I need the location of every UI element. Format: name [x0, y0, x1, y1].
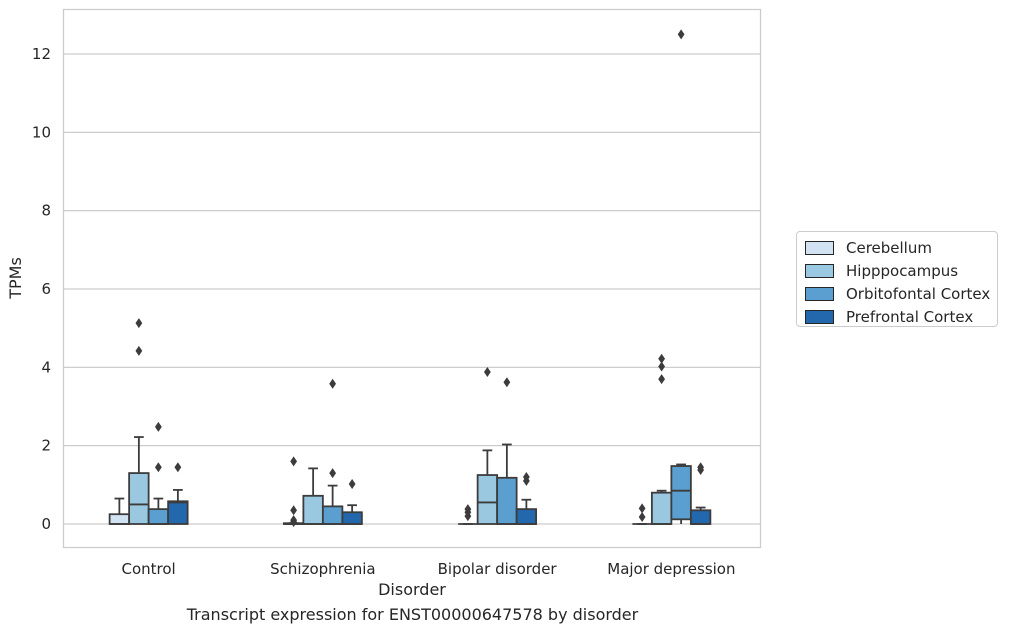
- legend-swatch: [805, 286, 834, 301]
- outlier-point: [503, 377, 511, 388]
- outlier-point: [638, 503, 646, 514]
- legend-swatch: [805, 263, 834, 278]
- boxes: [108, 29, 712, 528]
- box: [282, 456, 305, 528]
- box: [496, 377, 518, 525]
- box: [321, 378, 344, 525]
- legend: Cerebellum Hipppocampus Orbitofontal Corte…: [796, 231, 998, 327]
- box-iqr: [496, 476, 518, 525]
- legend-label: Hipppocampus: [846, 261, 959, 280]
- box: [341, 479, 363, 525]
- box: [458, 504, 478, 525]
- box: [515, 472, 538, 525]
- box: [108, 497, 131, 525]
- box-iqr: [476, 474, 499, 525]
- outlier-point: [154, 421, 162, 432]
- outlier-point: [329, 468, 337, 479]
- box-iqr: [670, 465, 692, 521]
- y-tick-label: 2: [41, 437, 51, 455]
- outlier-point: [290, 515, 298, 526]
- box-iqr: [321, 505, 344, 525]
- legend-swatch: [805, 309, 834, 324]
- outlier-point: [154, 462, 162, 473]
- outlier-point: [522, 472, 530, 482]
- outlier-point: [638, 511, 646, 522]
- y-tick-label: 6: [41, 280, 51, 298]
- box: [128, 318, 150, 525]
- y-axis-ticks: 0 2 4 6 8 10 12: [32, 45, 51, 533]
- outlier-point: [658, 361, 666, 372]
- x-tick-label: Control: [122, 560, 176, 578]
- outlier-point: [658, 374, 666, 385]
- box-iqr: [302, 494, 324, 525]
- box: [302, 467, 324, 525]
- legend-swatch: [805, 240, 834, 255]
- y-tick-label: 12: [32, 45, 51, 63]
- box-iqr: [515, 508, 538, 525]
- outlier-point: [290, 456, 298, 467]
- legend-item: Hipppocampus: [805, 259, 997, 282]
- box-iqr: [689, 509, 712, 525]
- box-iqr: [167, 500, 189, 525]
- legend-item: Orbitofontal Cortex: [805, 282, 997, 305]
- x-axis-label: Disorder: [378, 580, 446, 599]
- box: [650, 353, 673, 525]
- box-iqr: [147, 508, 170, 525]
- box: [167, 462, 189, 525]
- box: [689, 462, 712, 525]
- outlier-point: [290, 505, 298, 516]
- legend-label: Prefrontal Cortex: [846, 307, 974, 326]
- legend-label: Cerebellum: [846, 238, 932, 257]
- box-iqr: [108, 513, 131, 525]
- box-plot-chart: 0 2 4 6 8 10 12 Control Schizophrenia Bipolar di…: [6, 8, 762, 599]
- box: [670, 29, 692, 524]
- outlier-point: [658, 353, 666, 364]
- legend-label: Orbitofontal Cortex: [846, 284, 991, 303]
- gridlines: [63, 53, 761, 525]
- outlier-point: [464, 504, 472, 515]
- box-iqr: [341, 511, 363, 525]
- outlier-point: [483, 367, 491, 378]
- x-tick-label: Schizophrenia: [270, 560, 375, 578]
- y-tick-label: 10: [32, 123, 51, 141]
- y-tick-label: 0: [41, 515, 51, 533]
- x-tick-label: Major depression: [607, 560, 735, 578]
- y-tick-label: 4: [41, 358, 51, 376]
- y-tick-label: 8: [41, 202, 51, 220]
- x-tick-label: Bipolar disorder: [438, 560, 558, 578]
- plot-area-frame: [62, 8, 762, 549]
- box-iqr: [650, 491, 673, 525]
- outlier-point: [677, 29, 685, 40]
- outlier-point: [174, 462, 182, 473]
- legend-item: Prefrontal Cortex: [805, 305, 997, 328]
- outlier-point: [697, 462, 705, 473]
- legend-item: Cerebellum: [805, 236, 997, 259]
- outlier-point: [329, 378, 337, 389]
- box-iqr: [128, 472, 150, 525]
- box: [147, 421, 170, 525]
- y-axis-label: TPMs: [6, 257, 25, 300]
- outlier-point: [135, 345, 143, 356]
- outlier-point: [348, 479, 356, 490]
- outlier-point: [135, 318, 143, 329]
- x-axis-ticks: Control Schizophrenia Bipolar disorder Majo…: [122, 560, 736, 578]
- box: [632, 503, 652, 525]
- chart-caption: Transcript expression for ENST0000064757…: [186, 605, 639, 624]
